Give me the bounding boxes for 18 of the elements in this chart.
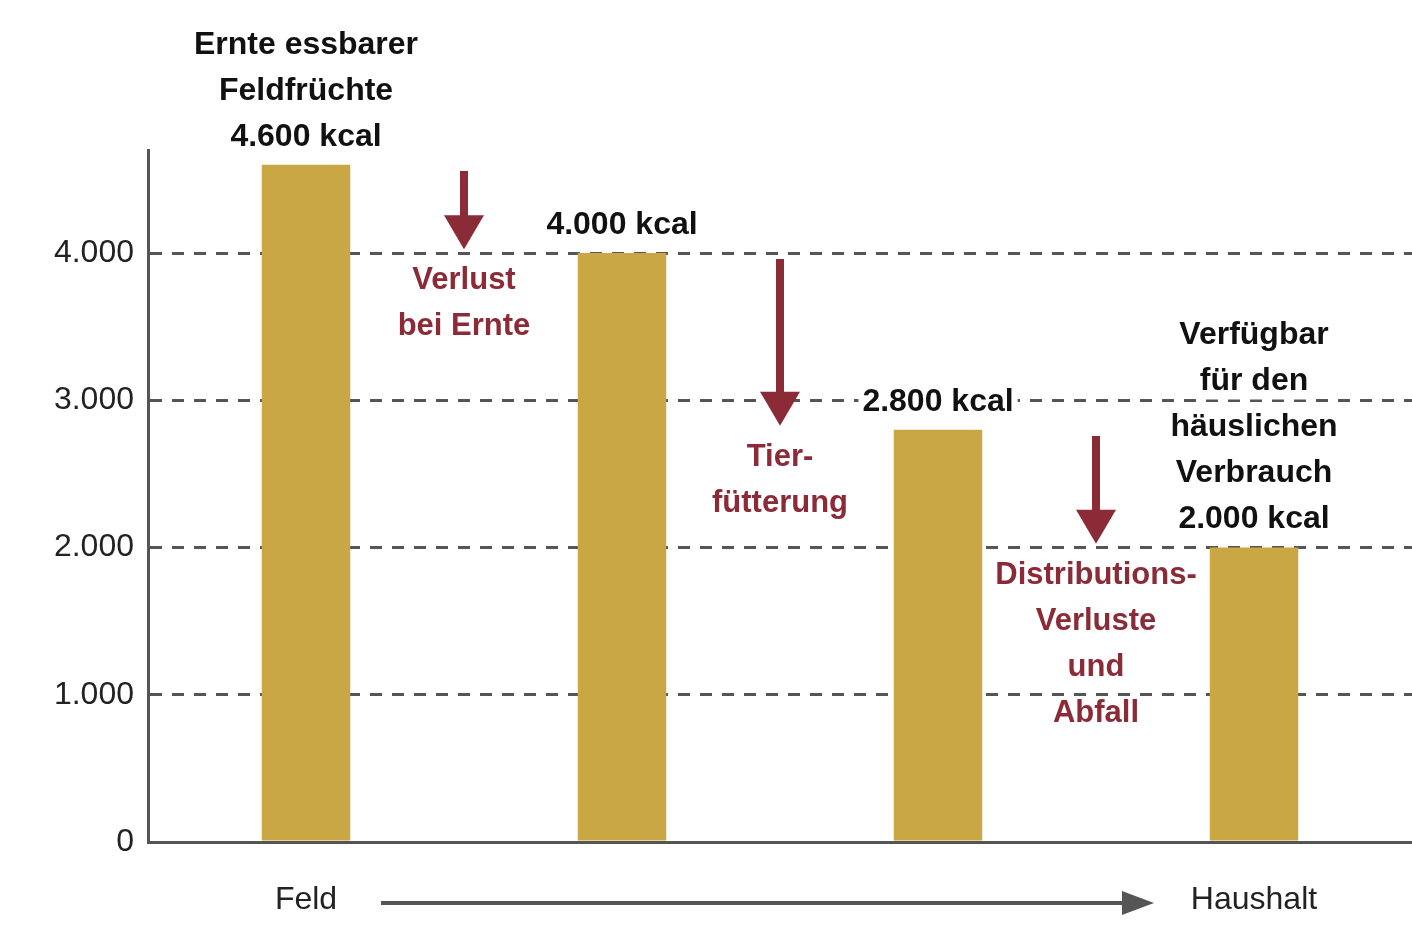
y-tick-label: 2.000 [53, 527, 134, 564]
text: Feld [274, 880, 338, 917]
bar [893, 429, 983, 841]
y-tick-label: 1.000 [53, 674, 134, 711]
y-tick-label: 3.000 [53, 380, 134, 417]
text: Haushalt [1190, 880, 1318, 917]
y-tick-label: 4.000 [53, 232, 134, 269]
data-label: 2.800 kcal [862, 381, 1014, 418]
data-label: Verfügbar für den häuslichen Verbrauch 2.000 kcal [1170, 315, 1338, 536]
y-tick-label: 0 [116, 821, 134, 858]
annotation: Verlust bei Ernte [397, 261, 531, 343]
bar [1209, 547, 1299, 841]
bar [261, 164, 351, 841]
annotation: Distributions- Verluste und Abfall [995, 555, 1197, 729]
data-label: 4.000 kcal [546, 204, 698, 241]
data-label: Ernte essbarer Feldfrüchte 4.600 kcal [193, 24, 419, 153]
annotation: Tier- fütterung [711, 437, 849, 519]
bar [577, 253, 667, 841]
